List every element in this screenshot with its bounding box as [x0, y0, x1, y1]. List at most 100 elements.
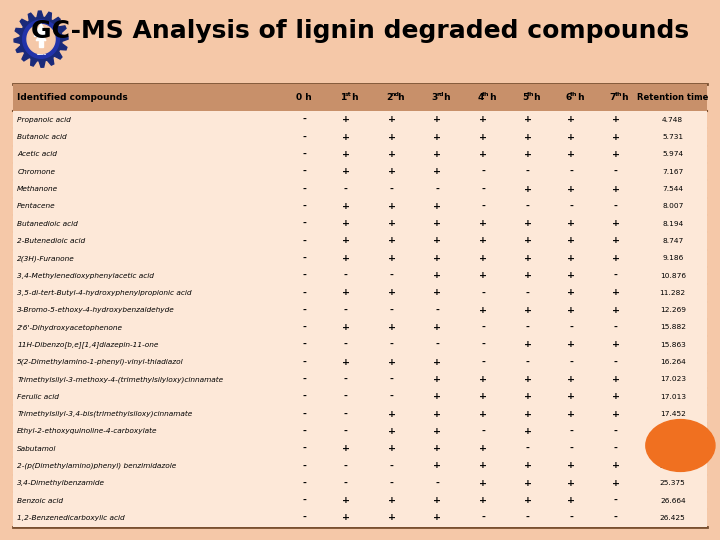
Text: +: + — [479, 271, 487, 280]
Text: +: + — [523, 340, 531, 349]
Text: -: - — [344, 306, 348, 315]
Text: h: h — [441, 93, 451, 102]
Text: 17.013: 17.013 — [660, 394, 685, 400]
Text: +: + — [387, 427, 395, 436]
Text: -: - — [613, 271, 618, 280]
Text: +: + — [523, 254, 531, 263]
Text: -: - — [344, 461, 348, 470]
Text: Trimethylsilyl-3-methoxy-4-(trimethylsilyloxy)cinnamate: Trimethylsilyl-3-methoxy-4-(trimethylsil… — [17, 376, 223, 383]
Text: -: - — [390, 392, 394, 401]
Text: +: + — [433, 219, 441, 228]
Text: +: + — [567, 133, 575, 141]
Text: +: + — [342, 202, 350, 211]
Text: -: - — [302, 288, 306, 298]
Text: +: + — [433, 392, 441, 401]
Text: 7: 7 — [610, 93, 616, 102]
Text: -: - — [569, 167, 573, 176]
Text: -: - — [302, 254, 306, 263]
Text: +: + — [611, 288, 619, 298]
Text: +: + — [479, 496, 487, 505]
Text: -: - — [344, 409, 348, 418]
Text: 4.748: 4.748 — [662, 117, 683, 123]
Text: +: + — [567, 479, 575, 488]
Text: -: - — [436, 306, 439, 315]
Text: +: + — [342, 116, 350, 124]
Polygon shape — [40, 40, 42, 47]
Text: 3: 3 — [431, 93, 438, 102]
Text: +: + — [611, 133, 619, 141]
Text: -: - — [302, 185, 306, 193]
Text: +: + — [611, 237, 619, 246]
Text: -: - — [302, 496, 306, 505]
Text: +: + — [523, 133, 531, 141]
Text: 8.747: 8.747 — [662, 238, 683, 244]
Text: +: + — [479, 444, 487, 453]
Text: Benzoic acid: Benzoic acid — [17, 497, 63, 503]
Text: +: + — [387, 219, 395, 228]
Polygon shape — [23, 20, 59, 58]
Text: Propanoic acid: Propanoic acid — [17, 117, 71, 123]
Text: 7.544: 7.544 — [662, 186, 683, 192]
Text: 16.264: 16.264 — [660, 359, 685, 365]
Text: +: + — [387, 150, 395, 159]
Text: +: + — [611, 254, 619, 263]
Text: -: - — [481, 340, 485, 349]
Text: +: + — [387, 357, 395, 367]
Text: Acetic acid: Acetic acid — [17, 151, 57, 158]
Text: -: - — [302, 116, 306, 124]
Text: +: + — [611, 392, 619, 401]
Text: -: - — [526, 357, 529, 367]
Text: 1: 1 — [340, 93, 346, 102]
Text: nd: nd — [391, 92, 400, 97]
Text: 12.269: 12.269 — [660, 307, 685, 313]
Text: +: + — [611, 150, 619, 159]
Text: +: + — [567, 185, 575, 193]
Text: +: + — [611, 479, 619, 488]
Text: -: - — [569, 427, 573, 436]
Text: +: + — [479, 479, 487, 488]
Text: -: - — [344, 479, 348, 488]
Text: -: - — [526, 202, 529, 211]
Text: -: - — [613, 357, 618, 367]
Text: +: + — [479, 375, 487, 384]
Text: +: + — [567, 237, 575, 246]
Text: 10.876: 10.876 — [660, 273, 685, 279]
Text: 2: 2 — [386, 93, 392, 102]
Text: Butanoic acid: Butanoic acid — [17, 134, 67, 140]
Text: +: + — [387, 237, 395, 246]
Text: rd: rd — [436, 92, 444, 97]
Text: +: + — [342, 514, 350, 522]
Text: 2-Butenedioic acid: 2-Butenedioic acid — [17, 238, 86, 244]
Text: +: + — [523, 461, 531, 470]
Text: +: + — [611, 116, 619, 124]
Text: +: + — [567, 340, 575, 349]
Text: +: + — [433, 237, 441, 246]
Text: +: + — [567, 288, 575, 298]
Text: +: + — [567, 254, 575, 263]
Text: -: - — [302, 133, 306, 141]
Text: +: + — [433, 357, 441, 367]
Text: 2'6'-Dihydroxyacetophenone: 2'6'-Dihydroxyacetophenone — [17, 325, 123, 330]
Text: -: - — [302, 219, 306, 228]
Text: -: - — [302, 375, 306, 384]
Text: Ethyl-2-ethoxyquinoline-4-carboxylate: Ethyl-2-ethoxyquinoline-4-carboxylate — [17, 428, 158, 434]
Text: +: + — [342, 496, 350, 505]
Text: -: - — [302, 150, 306, 159]
Text: +: + — [479, 392, 487, 401]
Text: h: h — [619, 93, 629, 102]
Text: Retention time: Retention time — [637, 93, 708, 102]
Text: +: + — [387, 288, 395, 298]
Text: +: + — [433, 202, 441, 211]
Text: -: - — [481, 288, 485, 298]
Text: 5: 5 — [522, 93, 528, 102]
Text: +: + — [523, 479, 531, 488]
Text: 5(2-Dimethylamino-1-phenyl)-vinyl-thiadiazol: 5(2-Dimethylamino-1-phenyl)-vinyl-thiadi… — [17, 359, 184, 366]
Text: +: + — [342, 133, 350, 141]
Text: th: th — [527, 92, 534, 97]
Text: +: + — [387, 444, 395, 453]
Text: +: + — [433, 116, 441, 124]
Text: 3,4-Methylenedioxyphenylacetic acid: 3,4-Methylenedioxyphenylacetic acid — [17, 273, 154, 279]
Text: +: + — [342, 323, 350, 332]
Text: -: - — [302, 323, 306, 332]
Text: -: - — [481, 427, 485, 436]
